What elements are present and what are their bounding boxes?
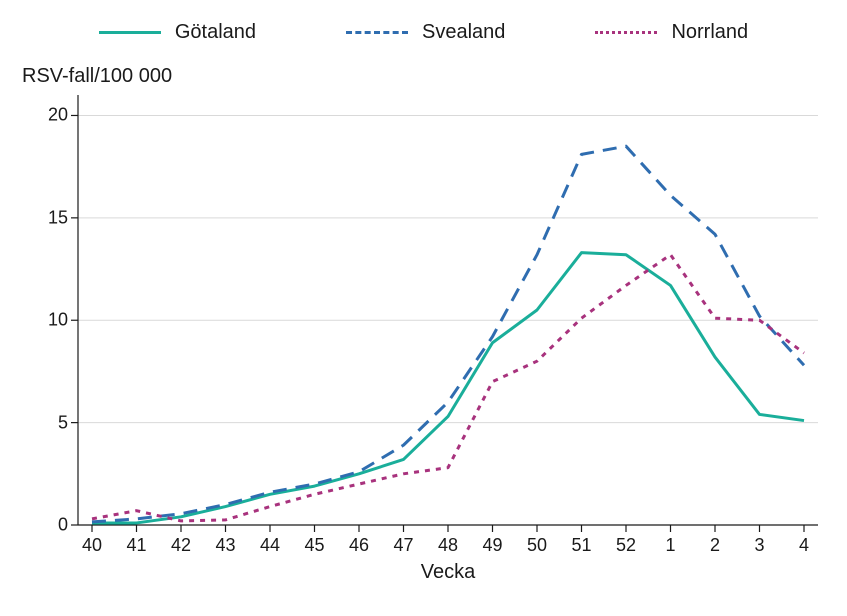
x-tick-label: 51 <box>571 535 591 556</box>
x-tick-label: 40 <box>82 535 102 556</box>
x-tick-label: 44 <box>260 535 280 556</box>
x-tick-label: 2 <box>710 535 720 556</box>
y-tick-label: 10 <box>28 310 68 331</box>
x-tick-label: 4 <box>799 535 809 556</box>
x-tick-label: 45 <box>304 535 324 556</box>
y-tick-label: 0 <box>28 515 68 536</box>
x-tick-label: 48 <box>438 535 458 556</box>
legend-item-norrland: Norrland <box>595 21 748 44</box>
axes <box>71 95 818 532</box>
series-lines <box>92 146 804 523</box>
y-tick-label: 5 <box>28 412 68 433</box>
y-tick-label: 15 <box>28 207 68 228</box>
rsv-line-chart: Götaland Svealand Norrland RSV-fall/100 … <box>0 0 847 616</box>
x-tick-label: 1 <box>665 535 675 556</box>
x-tick-label: 3 <box>754 535 764 556</box>
x-tick-label: 43 <box>215 535 235 556</box>
x-tick-label: 49 <box>482 535 502 556</box>
legend-swatch-norrland <box>595 31 657 34</box>
legend-label-gotaland: Götaland <box>175 21 256 44</box>
legend: Götaland Svealand Norrland <box>0 12 847 52</box>
x-axis-title: Vecka <box>421 561 475 584</box>
legend-item-gotaland: Götaland <box>99 21 256 44</box>
series-line-norrland <box>92 255 804 521</box>
y-axis-title: RSV-fall/100 000 <box>22 65 172 88</box>
gridlines <box>78 115 818 525</box>
y-tick-label: 20 <box>28 105 68 126</box>
x-tick-label: 42 <box>171 535 191 556</box>
legend-swatch-svealand <box>346 31 408 34</box>
legend-swatch-gotaland <box>99 31 161 34</box>
plot-area <box>78 95 818 525</box>
legend-item-svealand: Svealand <box>346 21 505 44</box>
legend-label-svealand: Svealand <box>422 21 505 44</box>
x-tick-label: 41 <box>126 535 146 556</box>
x-tick-label: 50 <box>527 535 547 556</box>
legend-label-norrland: Norrland <box>671 21 748 44</box>
x-tick-label: 52 <box>616 535 636 556</box>
x-tick-label: 47 <box>393 535 413 556</box>
x-tick-label: 46 <box>349 535 369 556</box>
